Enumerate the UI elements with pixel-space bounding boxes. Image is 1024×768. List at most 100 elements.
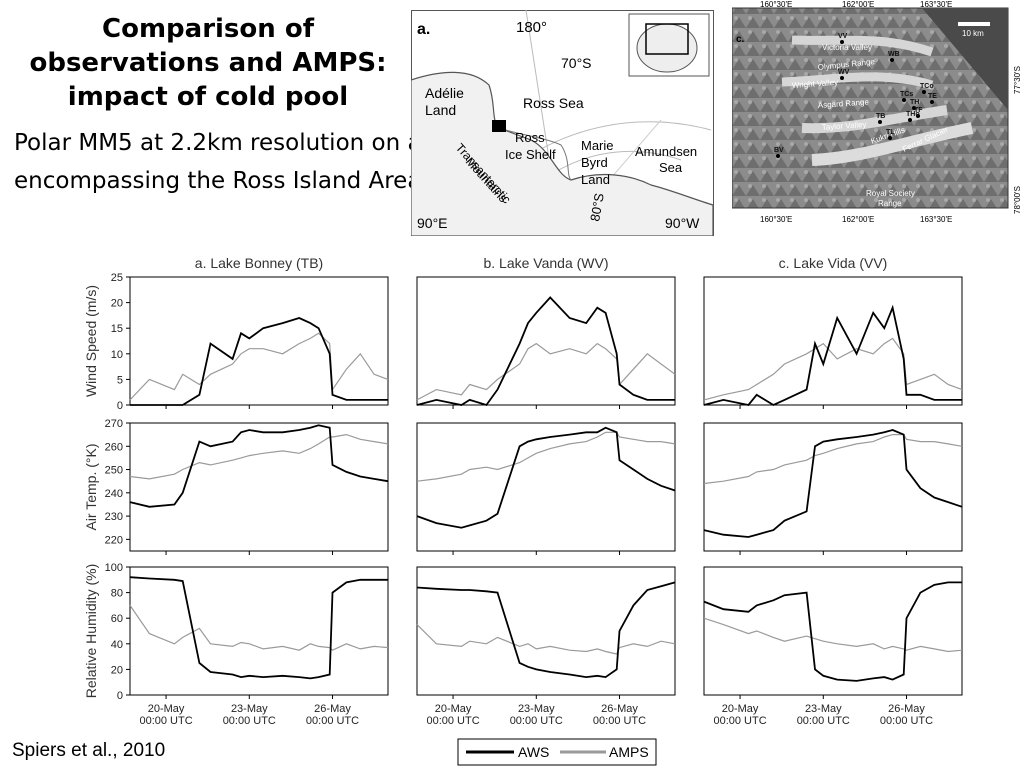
row-y-label: Wind Speed (m/s)	[83, 285, 99, 397]
plot-panel-frame	[129, 566, 389, 696]
x-tick-label-date: 23-May	[805, 703, 842, 715]
x-tick-label-date: 20-May	[148, 703, 185, 715]
slide-title: Comparison of observations and AMPS: imp…	[29, 14, 387, 112]
series-aws-line	[416, 296, 675, 407]
x-tick-label-time: 00:00 UTC	[593, 715, 646, 727]
map-c-place-label: Royal Society	[866, 189, 915, 198]
y-tick-label: 20	[111, 664, 123, 676]
station-label: BV	[774, 147, 784, 154]
series-aws-line	[703, 304, 962, 407]
x-tick-label-time: 00:00 UTC	[797, 715, 850, 727]
map-a-panel-label: a.	[417, 21, 430, 38]
station-marker	[916, 114, 920, 118]
station-label: TCo	[920, 83, 934, 90]
map-c-scale-label: 10 km	[962, 29, 984, 38]
series-aws-line	[703, 429, 963, 538]
series-aws-line	[129, 424, 389, 508]
legend-amps-label: AMPS	[609, 744, 649, 760]
series-aws-line	[416, 581, 676, 679]
x-tick-label-time: 00:00 UTC	[139, 715, 192, 727]
ross-sea-water	[922, 8, 1008, 110]
y-tick-label: 220	[105, 534, 123, 546]
series-aws-line	[416, 426, 676, 529]
station-marker	[930, 100, 934, 104]
plot-panel-frame	[129, 422, 389, 552]
station-label: TE	[928, 93, 937, 100]
wright-valley-floor	[781, 72, 934, 90]
map-a-label: 180°	[516, 19, 547, 36]
plot-panel-frame	[703, 276, 963, 406]
series-aws-line	[130, 317, 388, 406]
station-marker	[908, 118, 912, 122]
x-tick-label-time: 00:00 UTC	[223, 715, 276, 727]
map-a-label: Ross	[515, 130, 545, 145]
y-tick-label: 80	[111, 588, 123, 600]
y-tick-label: 230	[105, 511, 123, 523]
map-c-top-tick: 162°00'E	[842, 0, 874, 9]
map-a-label: Sea	[659, 160, 683, 175]
panel-column-title: c. Lake Vida (VV)	[779, 255, 888, 271]
station-marker	[902, 98, 906, 102]
series-amps-line	[416, 431, 676, 482]
map-a-label: Byrd	[581, 155, 608, 170]
legend: AWS AMPS	[457, 738, 657, 766]
plot-panel-frame	[416, 566, 676, 696]
map-c-top-tick: 160°30'E	[760, 0, 792, 9]
map-c-right-tick: 78°00'S	[1013, 186, 1022, 214]
series-amps-line	[129, 433, 389, 480]
x-tick-label-date: 20-May	[722, 703, 759, 715]
plot-panel-frame	[129, 276, 389, 406]
station-marker	[922, 90, 926, 94]
map-c-top-tick: 163°30'E	[920, 0, 952, 9]
y-tick-label: 20	[111, 298, 123, 310]
y-tick-label: 40	[111, 639, 123, 651]
station-label: TH	[910, 99, 919, 106]
ice-shelf-edge	[498, 127, 572, 181]
x-tick-label-date: 23-May	[518, 703, 555, 715]
victoria-valley-floor	[791, 35, 934, 57]
taylor-valley-floor	[801, 105, 948, 134]
map-c-place-label: Range	[878, 199, 902, 208]
y-tick-label: 260	[105, 441, 123, 453]
map-a-label: Adélie	[425, 85, 464, 101]
series-aws-line	[703, 581, 962, 682]
station-label: WV	[838, 69, 850, 76]
map-a-label: 70°S	[561, 55, 592, 71]
x-tick-label-date: 20-May	[435, 703, 472, 715]
panel-column-title: b. Lake Vanda (WV)	[483, 255, 608, 271]
station-label: WB	[888, 51, 900, 58]
series-amps-line	[416, 624, 676, 655]
station-marker	[912, 106, 916, 110]
map-a-label: Ice Shelf	[505, 147, 556, 162]
x-tick-label-date: 26-May	[314, 703, 351, 715]
slide-subtitle: Polar MM5 at 2.2km resolution on a grid …	[14, 130, 474, 194]
map-c-panel-label: c.	[736, 34, 745, 45]
panel-column-title: a. Lake Bonney (TB)	[195, 255, 323, 271]
x-tick-label-time: 00:00 UTC	[306, 715, 359, 727]
map-a-label: 80°S	[587, 192, 607, 223]
row-y-label: Air Temp. (°K)	[83, 443, 99, 530]
legend-aws-label: AWS	[518, 744, 549, 760]
plot-panel-frame	[703, 566, 963, 696]
y-tick-label: 240	[105, 488, 123, 500]
station-marker	[878, 120, 882, 124]
x-tick-label-time: 00:00 UTC	[713, 715, 766, 727]
plot-panel-frame	[416, 422, 676, 552]
series-amps-line	[703, 617, 963, 653]
y-tick-label: 0	[117, 690, 123, 702]
map-a-label: Ross Sea	[523, 95, 584, 111]
map-c-place-label: Victoria Valley	[822, 43, 872, 52]
series-amps-line	[703, 337, 963, 401]
station-label: TF	[914, 107, 923, 114]
inset-extent-box	[645, 23, 689, 55]
x-tick-label-time: 00:00 UTC	[426, 715, 479, 727]
map-a-label: 90°E	[417, 215, 448, 231]
series-amps-line	[129, 605, 389, 651]
plot-panel-frame	[416, 276, 676, 406]
station-label: TCs	[900, 91, 913, 98]
scale-bar	[958, 22, 990, 26]
y-tick-label: 60	[111, 613, 123, 625]
station-label: THo	[906, 111, 920, 118]
ferrar-glacier-floor	[811, 122, 974, 166]
